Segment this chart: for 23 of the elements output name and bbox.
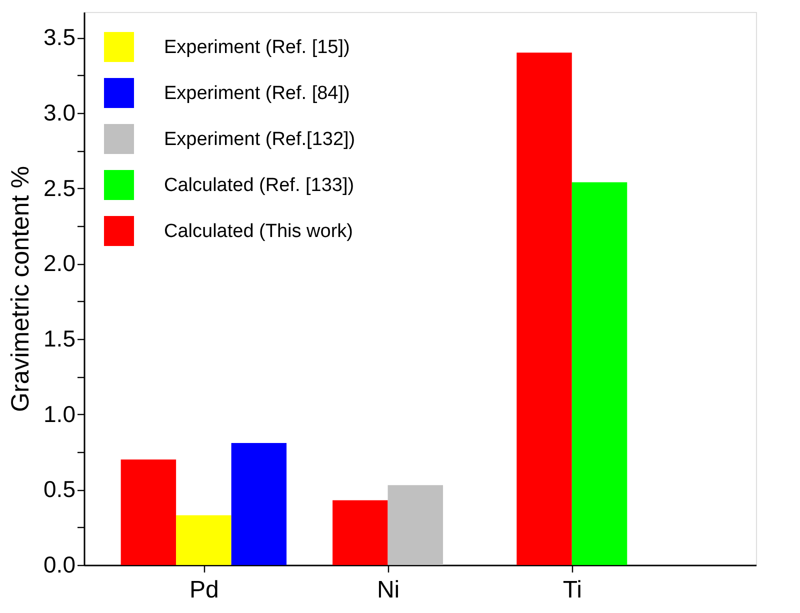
- y-tick-label: 1.5: [44, 325, 76, 352]
- bar: [176, 515, 232, 565]
- legend-label: Calculated (This work): [164, 221, 353, 242]
- x-tick-label: Pd: [189, 576, 219, 604]
- y-tick-label: 0.0: [44, 552, 76, 578]
- bar: [120, 460, 176, 565]
- y-tick-label: 2.0: [44, 250, 76, 276]
- legend-label: Calculated (Ref. [133]): [164, 175, 354, 196]
- x-tick-label: Ti: [562, 576, 582, 604]
- bar: [231, 442, 287, 565]
- y-tick-label: 2.5: [44, 174, 76, 201]
- legend-label: Experiment (Ref. [84]): [164, 83, 350, 104]
- legend-label: Experiment (Ref.[132]): [164, 129, 356, 150]
- y-tick-label: 3.0: [44, 99, 76, 126]
- y-tick-label: 0.5: [44, 476, 76, 502]
- bar: [516, 52, 572, 565]
- y-tick-label: 1.0: [44, 400, 76, 427]
- y-tick-label: 3.5: [44, 24, 76, 50]
- legend-label: Experiment (Ref. [15]): [164, 37, 350, 58]
- bar: [388, 485, 444, 565]
- y-axis-title: Gravimetric content %: [6, 166, 35, 412]
- bar: [572, 182, 628, 565]
- x-tick-label: Ni: [376, 576, 400, 604]
